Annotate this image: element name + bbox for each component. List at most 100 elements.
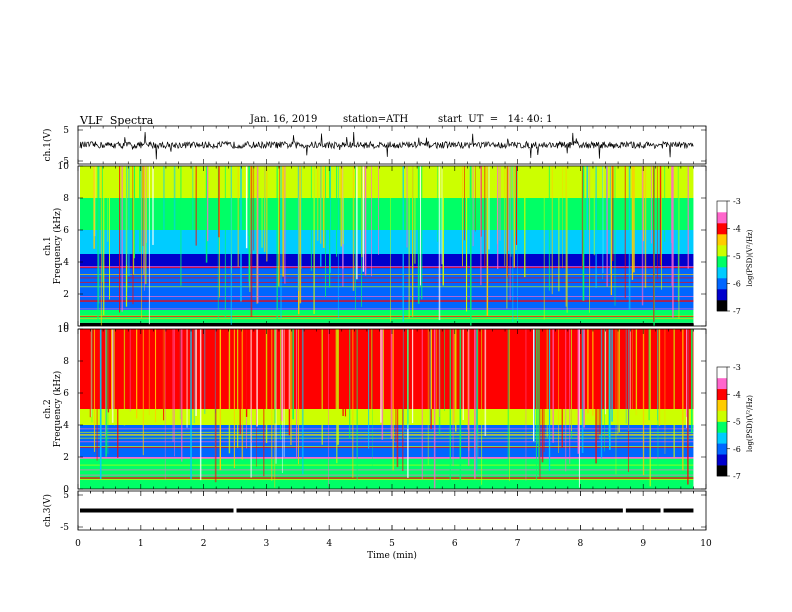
sferic-streak <box>664 329 666 454</box>
sferic-streak <box>438 166 441 321</box>
sferic-streak <box>608 329 611 450</box>
sferic-streak <box>499 166 501 241</box>
sferic-streak <box>600 329 603 459</box>
sferic-streak <box>509 329 510 482</box>
sferic-streak <box>515 166 518 245</box>
sferic-streak <box>129 329 131 412</box>
sferic-streak <box>90 329 92 417</box>
sferic-streak <box>628 166 631 310</box>
y-axis-label: ch.3(V) <box>42 494 53 527</box>
y-tick-label: 6 <box>63 226 69 236</box>
sferic-streak <box>486 166 489 316</box>
sferic-streak <box>139 166 141 252</box>
sferic-streak <box>437 166 438 242</box>
sferic-streak <box>433 329 436 489</box>
y-axis-label: Frequency (kHz) <box>52 371 63 448</box>
sferic-streak <box>571 329 572 431</box>
station-label: station=ATH <box>343 114 409 125</box>
sferic-streak <box>193 329 195 424</box>
sferic-streak <box>214 329 217 483</box>
colorbar-segment <box>717 399 727 411</box>
narrowband-line <box>80 476 694 478</box>
sferic-streak <box>253 166 255 251</box>
narrowband-line <box>80 464 694 466</box>
sferic-streak <box>472 166 474 247</box>
colorbar-tick-label: -7 <box>733 472 741 481</box>
sferic-streak <box>283 329 285 457</box>
sferic-streak <box>610 166 612 296</box>
narrowband-line <box>80 299 694 301</box>
narrowband-line <box>80 281 694 283</box>
sferic-streak <box>96 329 98 461</box>
sferic-streak <box>364 166 367 276</box>
colorbar-segment <box>717 278 727 290</box>
sferic-streak <box>408 166 410 318</box>
sferic-streak <box>342 166 344 244</box>
sferic-streak <box>657 329 659 471</box>
colorbar-segment <box>717 256 727 268</box>
sferic-streak <box>93 329 96 452</box>
narrowband-line <box>80 277 694 279</box>
colorbar-tick-label: -7 <box>733 307 741 316</box>
sferic-streak <box>297 166 300 315</box>
sferic-streak <box>148 166 150 325</box>
y-tick-label: 5 <box>63 126 69 136</box>
colorbar-tick-label: -4 <box>733 225 741 234</box>
sferic-streak <box>441 166 443 265</box>
sferic-streak <box>144 166 145 291</box>
colorbar-segment <box>717 410 727 422</box>
sferic-streak <box>512 166 514 323</box>
sferic-streak <box>280 166 282 319</box>
chart-title: VLF Spectra <box>80 114 154 127</box>
sferic-streak <box>142 166 144 247</box>
sferic-streak <box>335 166 338 257</box>
sferic-streak <box>389 166 391 322</box>
narrowband-line <box>80 469 694 471</box>
sferic-streak <box>352 329 354 478</box>
sferic-streak <box>577 329 580 454</box>
colorbar-segment <box>717 201 727 213</box>
sferic-streak <box>454 329 457 432</box>
y-tick-label: -5 <box>60 523 69 533</box>
narrowband-line <box>80 316 694 318</box>
sferic-streak <box>145 166 147 285</box>
sferic-streak <box>313 166 315 315</box>
sferic-streak <box>301 329 304 475</box>
sferic-streak <box>480 166 482 286</box>
sferic-streak <box>133 166 135 275</box>
sferic-streak <box>551 166 553 295</box>
spectrogram-band <box>80 198 694 230</box>
sferic-streak <box>508 166 509 251</box>
sferic-streak <box>97 166 99 321</box>
sferic-streak <box>642 329 645 476</box>
sferic-streak <box>612 166 614 262</box>
narrowband-line <box>80 428 694 430</box>
spectrogram-band <box>80 268 694 310</box>
sferic-streak <box>421 329 423 480</box>
narrowband-line <box>80 315 694 317</box>
x-tick-label: 9 <box>640 539 646 549</box>
sferic-streak <box>245 329 248 417</box>
sferic-streak <box>328 329 329 487</box>
sferic-streak <box>625 329 627 424</box>
colorbar-segment <box>717 223 727 235</box>
sferic-streak <box>152 166 154 245</box>
sferic-streak <box>123 329 126 426</box>
sferic-streak <box>582 166 585 301</box>
sferic-streak <box>335 329 337 414</box>
sferic-streak <box>599 329 601 435</box>
sferic-streak <box>618 329 620 432</box>
sferic-streak <box>284 166 286 284</box>
sferic-streak <box>587 329 589 414</box>
sferic-streak <box>336 329 338 464</box>
sferic-streak <box>462 329 464 420</box>
sferic-streak <box>352 166 355 291</box>
sferic-streak <box>427 329 429 466</box>
narrowband-line <box>80 433 694 435</box>
sferic-streak <box>442 166 444 286</box>
y-tick-label: 4 <box>63 421 69 431</box>
sferic-streak <box>497 166 499 270</box>
sferic-streak <box>361 166 362 307</box>
sferic-streak <box>402 166 404 322</box>
